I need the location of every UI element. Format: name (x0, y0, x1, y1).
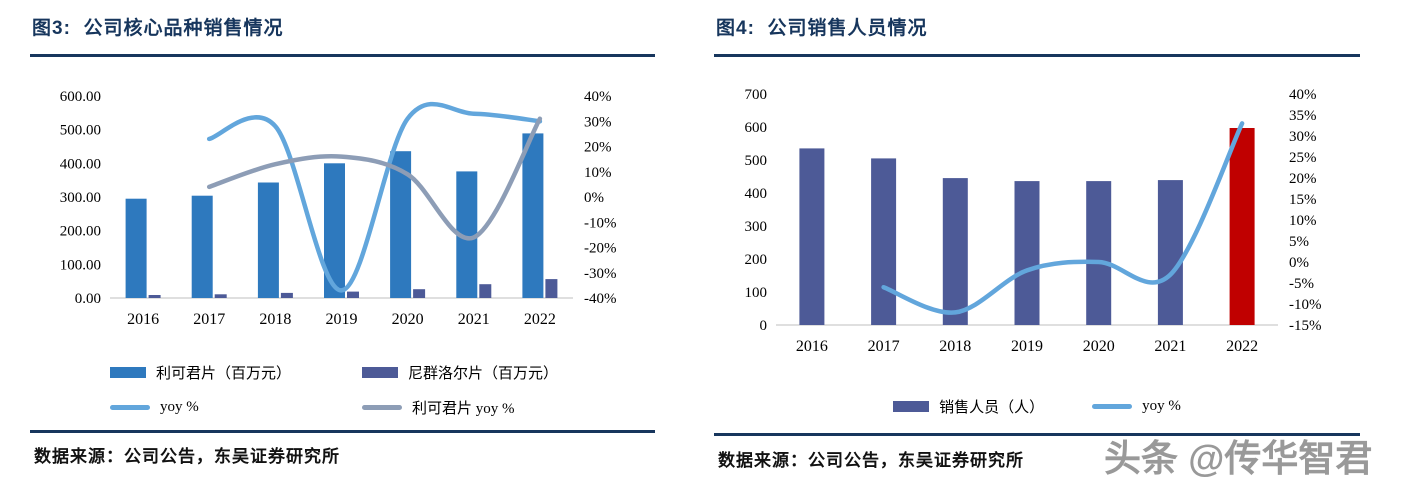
legend-label: 利可君片 yoy % (412, 401, 515, 417)
svg-text:100.00: 100.00 (60, 257, 101, 273)
legend-item: 销售人员（人） (893, 396, 1044, 417)
svg-text:400: 400 (745, 186, 768, 202)
svg-text:700: 700 (745, 87, 768, 103)
svg-text:2017: 2017 (193, 311, 225, 328)
figure4-title-rule (714, 54, 1360, 57)
svg-text:-10%: -10% (584, 215, 617, 231)
svg-text:-20%: -20% (584, 241, 617, 257)
legend-label: 尼群洛尔片（百万元） (408, 366, 559, 382)
watermark-text: 头条 @传华智君 (1104, 438, 1373, 479)
svg-text:20%: 20% (584, 140, 612, 156)
svg-text:25%: 25% (1289, 150, 1317, 166)
figure3-legend: 利可君片（百万元） 尼群洛尔片（百万元） yoy % 利可君片 yoy % (30, 362, 655, 418)
svg-text:15%: 15% (1289, 192, 1317, 208)
figure3-source-rule (30, 430, 655, 433)
legend-label: yoy % (1142, 398, 1181, 414)
svg-text:2020: 2020 (392, 311, 424, 328)
figure4-combo-chart: 700 600 500 400 300 200 100 0 40% 35% 30% 25% 20% 15%… (745, 87, 1322, 355)
svg-text:2016: 2016 (127, 311, 159, 328)
legend-label: yoy % (160, 399, 199, 415)
svg-text:20%: 20% (1289, 171, 1317, 187)
svg-text:0%: 0% (584, 190, 604, 206)
svg-text:2020: 2020 (1083, 338, 1115, 355)
svg-text:400.00: 400.00 (60, 156, 101, 172)
svg-text:40%: 40% (584, 89, 612, 105)
svg-text:2021: 2021 (1154, 338, 1186, 355)
svg-text:5%: 5% (1289, 234, 1309, 250)
figure3-combo-chart: 600.00 500.00 400.00 300.00 200.00 100.00 0.00… (60, 89, 617, 328)
svg-text:0.00: 0.00 (75, 291, 101, 307)
svg-text:0: 0 (760, 318, 768, 334)
svg-text:2017: 2017 (868, 338, 900, 355)
legend-item: yoy % (110, 397, 362, 418)
svg-text:35%: 35% (1289, 108, 1317, 124)
figure3-panel: 图3: 公司核心品种销售情况 600.00 500.00 400.00 300.00 2… (30, 0, 655, 489)
svg-text:500.00: 500.00 (60, 123, 101, 139)
svg-text:200.00: 200.00 (60, 224, 101, 240)
svg-text:10%: 10% (584, 165, 612, 181)
svg-text:300: 300 (745, 219, 768, 235)
legend-bar-swatch (110, 367, 146, 378)
svg-text:2021: 2021 (458, 311, 490, 328)
svg-text:10%: 10% (1289, 213, 1317, 229)
figure4-panel: 图4: 公司销售人员情况 700 600 500 400 300 200 100 0 40% 35… (714, 0, 1360, 489)
svg-text:600.00: 600.00 (60, 89, 101, 105)
svg-text:-15%: -15% (1289, 318, 1322, 334)
legend-line-swatch (110, 405, 150, 410)
svg-text:0%: 0% (1289, 255, 1309, 271)
svg-text:-30%: -30% (584, 266, 617, 282)
svg-text:2018: 2018 (259, 311, 291, 328)
figure4-source-rule (714, 433, 1360, 436)
legend-item: 尼群洛尔片（百万元） (362, 362, 655, 383)
svg-text:300.00: 300.00 (60, 190, 101, 206)
legend-item: 利可君片 yoy % (362, 397, 655, 418)
svg-text:200: 200 (745, 252, 768, 268)
svg-text:2019: 2019 (1011, 338, 1043, 355)
svg-text:500: 500 (745, 153, 768, 169)
svg-text:40%: 40% (1289, 87, 1317, 103)
legend-line-swatch (362, 405, 402, 410)
svg-text:30%: 30% (1289, 129, 1317, 145)
svg-text:2022: 2022 (1226, 338, 1258, 355)
svg-text:-5%: -5% (1289, 276, 1314, 292)
figure3-source-text: 数据来源：公司公告，东吴证券研究所 (34, 447, 340, 466)
legend-label: 利可君片（百万元） (156, 366, 292, 382)
figure3-title: 图3: 公司核心品种销售情况 (32, 18, 284, 39)
svg-text:30%: 30% (584, 114, 612, 130)
legend-label: 销售人员（人） (939, 400, 1045, 416)
figure4-source-text: 数据来源：公司公告，东吴证券研究所 (718, 451, 1024, 470)
legend-bar-swatch (893, 401, 930, 412)
svg-text:600: 600 (745, 120, 768, 136)
svg-text:-10%: -10% (1289, 297, 1322, 313)
svg-text:-40%: -40% (584, 291, 617, 307)
figure4-title: 图4: 公司销售人员情况 (716, 18, 928, 39)
svg-text:100: 100 (745, 285, 768, 301)
svg-text:2018: 2018 (939, 338, 971, 355)
legend-bar-swatch (362, 367, 398, 378)
legend-item: 利可君片（百万元） (110, 362, 362, 383)
svg-text:2019: 2019 (326, 311, 358, 328)
legend-item: yoy % (1092, 396, 1181, 417)
svg-text:2016: 2016 (796, 338, 828, 355)
svg-text:2022: 2022 (524, 311, 556, 328)
legend-line-swatch (1092, 404, 1133, 409)
figure4-legend: 销售人员（人） yoy % (714, 396, 1360, 417)
figure3-title-rule (30, 54, 655, 57)
